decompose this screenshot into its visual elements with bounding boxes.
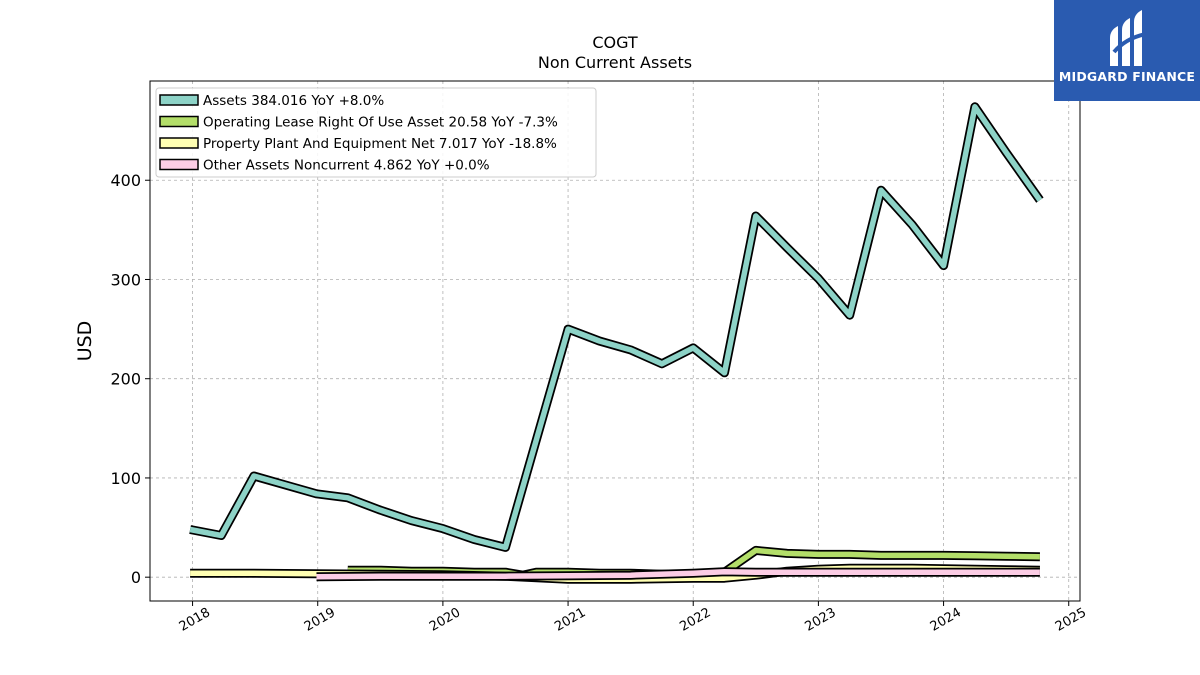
x-tick-label: 2021: [552, 605, 588, 635]
y-tick-label: 300: [110, 270, 141, 289]
y-axis: 0 100 200 300 400: [110, 171, 150, 587]
logo-mark-icon: [1110, 10, 1147, 66]
y-axis-label: USD: [74, 321, 96, 362]
chart-subtitle: Non Current Assets: [538, 53, 692, 72]
y-tick-label: 0: [131, 568, 141, 587]
legend-swatch: [159, 137, 199, 149]
y-tick-label: 400: [110, 171, 141, 190]
x-tick-label: 2025: [1053, 605, 1089, 635]
x-tick-label: 2020: [427, 605, 463, 635]
x-tick-label: 2019: [302, 605, 338, 635]
x-tick-label: 2023: [803, 605, 839, 635]
logo-text: MIDGARD FINANCE: [1058, 69, 1196, 84]
legend-entry: Property Plant And Equipment Net 7.017 Y…: [203, 136, 557, 152]
series-layer: [189, 102, 1044, 584]
legend-swatch: [159, 94, 199, 106]
legend-swatch: [159, 115, 199, 128]
y-tick-label: 100: [110, 469, 141, 488]
legend-entry: Operating Lease Right Of Use Asset 20.58…: [203, 115, 558, 131]
series-line: [316, 568, 1040, 580]
plot-frame: [149, 80, 1081, 602]
y-tick-label: 200: [110, 370, 141, 389]
legend-frame: [155, 87, 597, 178]
x-tick-label: 2022: [677, 605, 713, 635]
x-tick-label: 2018: [177, 605, 213, 635]
legend-swatch: [159, 158, 199, 171]
series-line: [189, 104, 1043, 551]
midgard-finance-logo: MIDGARD FINANCE: [1054, 0, 1200, 101]
x-axis: 2018 2019 2020 2021 2022 2023 2024 2025: [177, 601, 1089, 635]
series-1: [189, 102, 1044, 552]
chart-title: COGT: [592, 33, 638, 52]
legend-entry: Other Assets Noncurrent 4.862 YoY +0.0%: [203, 158, 490, 174]
legend-entry: Assets 384.016 YoY +8.0%: [203, 93, 384, 109]
legend: Assets 384.016 YoY +8.0% Operating Lease …: [155, 87, 597, 178]
series-4: [316, 567, 1040, 582]
x-tick-label: 2024: [928, 605, 964, 635]
